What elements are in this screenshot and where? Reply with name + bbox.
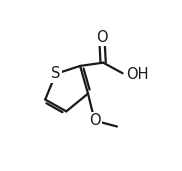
Text: O: O <box>89 113 100 128</box>
Text: OH: OH <box>126 67 149 82</box>
Text: O: O <box>96 30 108 45</box>
Text: S: S <box>51 66 60 81</box>
